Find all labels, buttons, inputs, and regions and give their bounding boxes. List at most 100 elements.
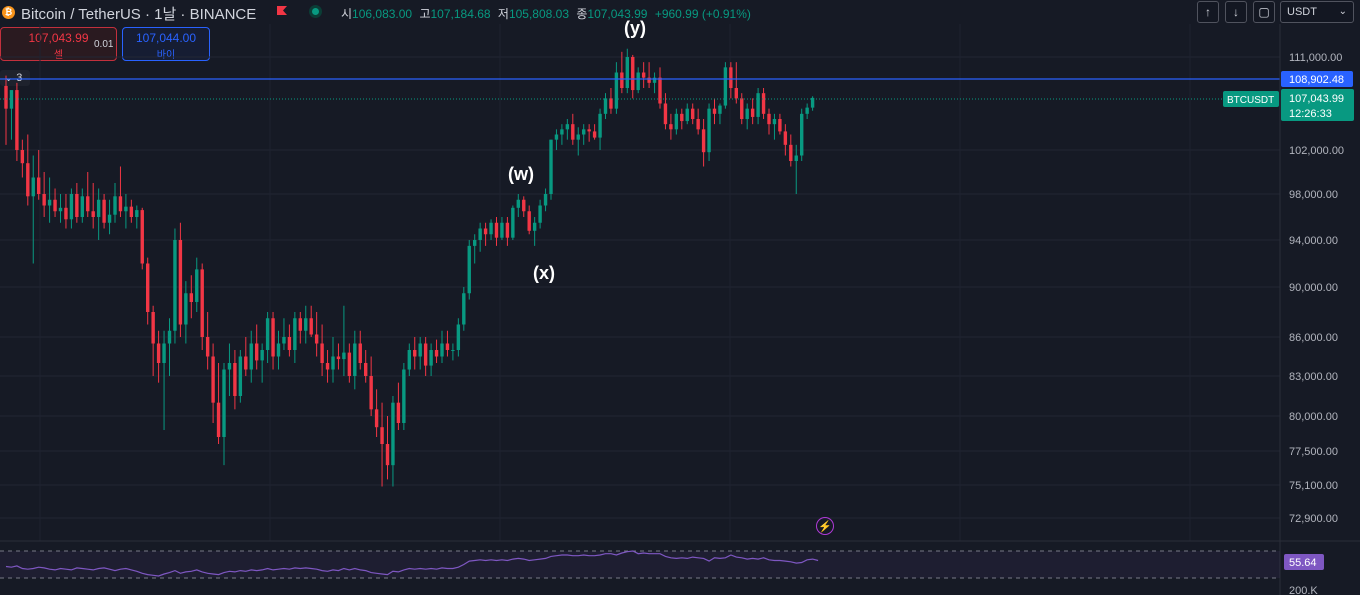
candle-body [227,363,232,370]
price-axis-ticks: 111,000.00 102,000.00 98,000.00 94,000.00 90… [1289,52,1344,525]
candlestick-series [4,48,815,487]
fit-screen-button[interactable]: ▢ [1253,1,1275,23]
rsi-band [0,551,1280,578]
sell-button[interactable]: 107,043.99 셀 [0,27,117,61]
candle-body [483,228,488,235]
currency-value: USDT [1287,6,1317,18]
indicator-toggle-button[interactable]: ⌄ 3 [0,70,30,86]
candle-body [374,409,379,428]
low-value: 105,808.03 [508,7,570,21]
candle-body [500,222,504,238]
candle-body [658,77,662,104]
candle-body [244,356,248,370]
lightning-icon[interactable]: ⚡ [816,517,834,535]
candle-body [631,57,635,91]
candle-body [325,363,330,370]
chevron-down-icon: ⌄ [1338,6,1347,17]
rsi-value-tag [1284,554,1324,570]
candle-body [342,352,346,360]
candle-body [532,222,537,231]
wave-label-w: (w) [508,164,534,184]
candle-body [75,194,79,217]
candle-body [331,356,335,370]
price-tick-label: 102,000.00 [1289,145,1344,157]
sell-label: 셀 [53,50,64,61]
hline-price-text: 108,902.48 [1289,74,1344,86]
candle-body [222,369,226,437]
candle-body [740,98,744,119]
candle-body [413,350,417,357]
candle-body [669,124,673,130]
rsi-line [5,550,819,577]
candle-body [625,57,629,88]
candle-body [314,334,319,344]
candle-body [576,134,580,140]
candle-body [652,77,657,83]
price-tick-label: 77,500.00 [1289,446,1338,458]
candle-body [647,77,651,83]
candle-body [249,343,253,370]
chart-grid [0,24,1280,541]
candle-body [195,269,199,302]
flag-icon[interactable] [276,5,288,18]
scroll-up-button[interactable]: ↑ [1197,1,1219,23]
candle-body [734,88,738,99]
scroll-down-button[interactable]: ↓ [1225,1,1247,23]
rsi-value-text: 55.64 [1289,557,1317,569]
candle-body [756,93,760,117]
candle-body [511,207,515,238]
candle-body [587,129,591,132]
candle-body [663,103,668,125]
buy-button[interactable]: 107,044.00 바이 [122,27,210,61]
symbol-tag-text: BTCUSDT [1227,95,1274,106]
indicator-count: 3 [16,72,23,84]
candle-body [696,119,700,130]
candle-body [674,113,679,130]
candle-body [620,72,624,88]
wave-label-x: (x) [533,263,555,283]
candle-body [805,107,809,114]
bitcoin-icon: ₿ [2,6,15,19]
candle-body [287,337,292,350]
candle-body [37,177,41,194]
candle-body [680,113,684,122]
candle-body [467,245,471,294]
candle-body [336,356,341,360]
candle-body [276,343,281,357]
candle-body [516,199,520,208]
candle-body [723,67,728,106]
candle-body [162,343,166,363]
candle-body [522,199,526,212]
candle-body [718,105,722,114]
candle-body [396,402,401,423]
candle-body [146,263,150,312]
candle-body [636,72,640,91]
candle-body [42,194,46,206]
currency-select[interactable]: USDT ⌄ [1280,1,1354,23]
candle-body [80,196,84,217]
candle-body [178,240,183,325]
candle-body [86,196,90,212]
candle-body [423,343,428,366]
candle-body [53,199,57,212]
candle-body [124,206,128,212]
candle-body [31,177,35,197]
candle-body [140,210,144,264]
candle-body [456,324,461,350]
countdown-text: 12:26:33 [1289,108,1332,120]
candle-body [609,98,613,109]
last-price-text: 107,043.99 [1289,93,1344,105]
candle-body [64,207,68,220]
candle-body [9,90,14,109]
candle-body [20,150,25,164]
candle-body [216,402,221,437]
candle-body [451,350,455,351]
rsi-axis-label: 200.K [1289,585,1318,595]
candle-body [434,350,439,357]
candle-body [712,108,717,114]
candle-body [135,210,139,217]
symbol-title[interactable]: Bitcoin / TetherUS · 1날 · BINANCE [21,6,257,23]
candle-body [582,129,586,135]
buy-price: 107,044.00 [135,31,197,45]
